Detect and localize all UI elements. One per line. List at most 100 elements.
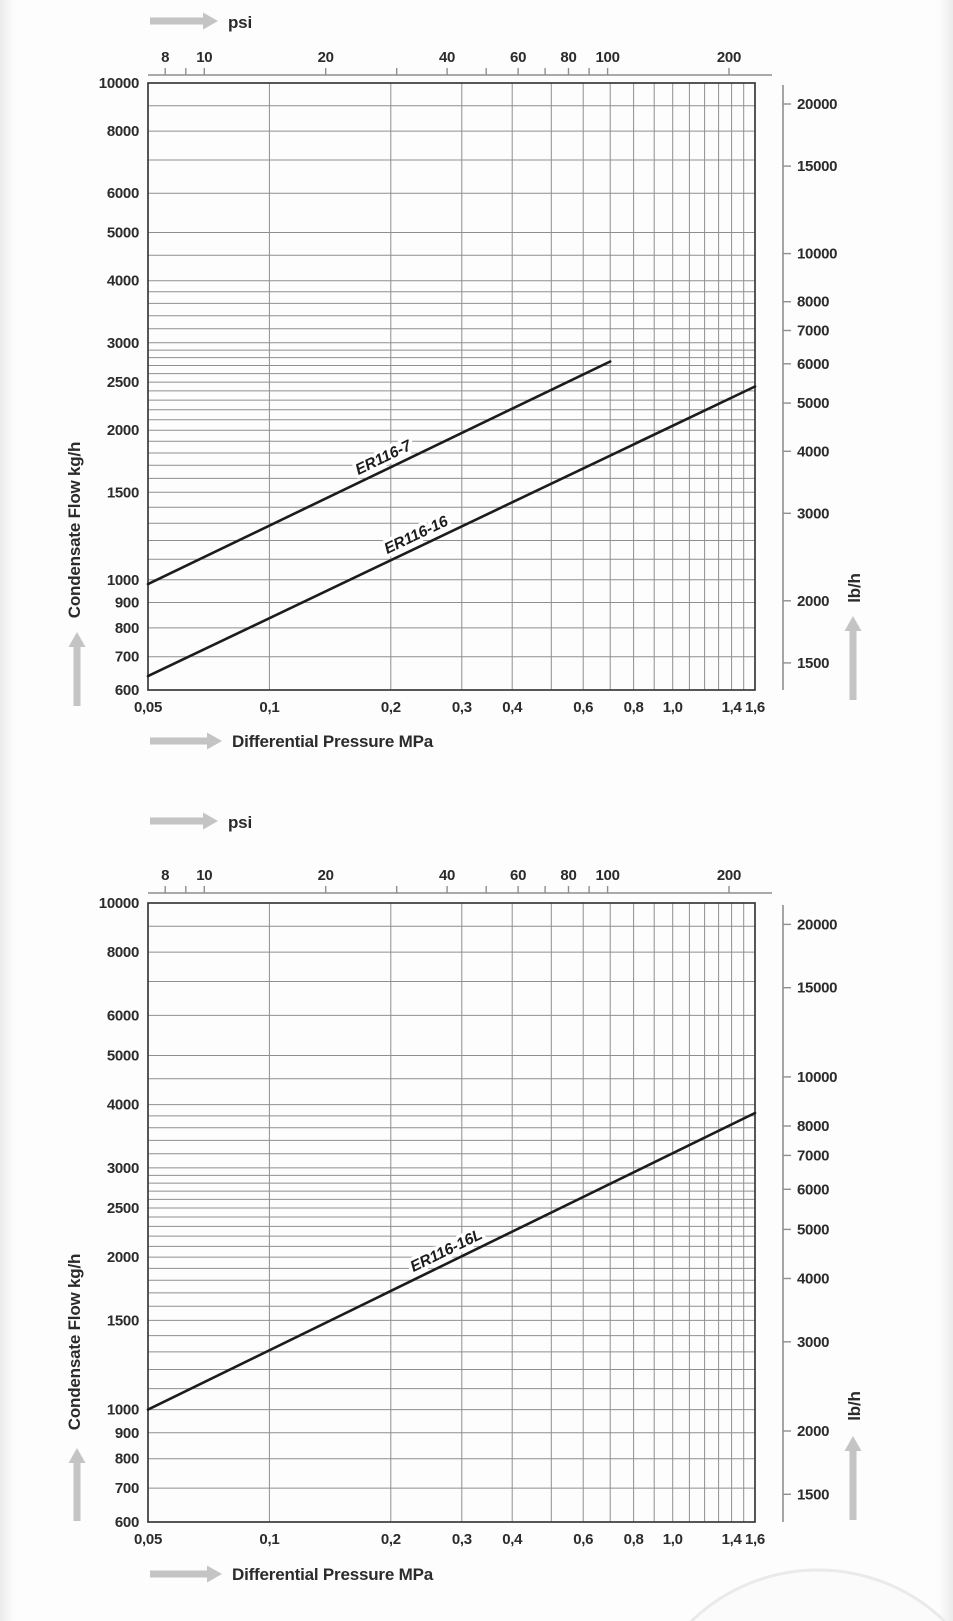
lbh-tick-label: 2000 — [797, 1423, 829, 1440]
kgh-tick-label: 2500 — [107, 1200, 139, 1217]
lbh-axis: 20000 15000 10000 8000 7000 6000 5000 4000 3000 2… — [782, 85, 838, 690]
mpa-axis-labels: 0,05 0,1 0,2 0,3 0,4 0,6 0,8 1,0 1,4 1,6 — [134, 699, 765, 716]
psi-tick-label: 60 — [510, 49, 526, 66]
kgh-tick-label: 1000 — [107, 1402, 139, 1419]
lbh-tick-label: 6000 — [797, 356, 829, 373]
lbh-tick-label: 3000 — [797, 505, 829, 522]
kgh-tick-label: 2500 — [107, 374, 139, 391]
kgh-tick-label: 2000 — [107, 422, 139, 439]
lbh-tick-label: 10000 — [797, 246, 837, 263]
psi-arrow-icon — [150, 812, 218, 830]
kgh-tick-label: 700 — [115, 1480, 139, 1497]
log-grid — [147, 902, 756, 1523]
mpa-tick-label: 1,0 — [663, 699, 683, 716]
mpa-tick-label: 0,1 — [259, 1531, 279, 1548]
psi-tick-label: 40 — [439, 49, 455, 66]
lbh-tick-label: 15000 — [797, 980, 837, 997]
mpa-tick-label: 0,8 — [624, 1531, 644, 1548]
mpa-tick-label: 1,4 — [722, 699, 743, 716]
psi-tick-label: 40 — [439, 867, 455, 884]
psi-tick-label: 200 — [717, 867, 741, 884]
kgh-tick-label: 600 — [115, 682, 139, 699]
lbh-tick-label: 15000 — [797, 158, 837, 175]
psi-tick-label: 10 — [196, 49, 212, 66]
series-ER116-7: ER116-7 — [146, 360, 612, 586]
lbh-axis-title: lb/h — [845, 1391, 864, 1420]
lbh-axis: 20000 15000 10000 8000 7000 6000 5000 4000 3000 2… — [782, 905, 838, 1522]
kgh-tick-label: 8000 — [107, 944, 139, 961]
mpa-tick-label: 1,4 — [722, 1531, 743, 1548]
lbh-tick-label: 7000 — [797, 1147, 829, 1164]
series-ER116-16L: ER116-16L — [146, 1111, 757, 1411]
lbh-tick-label: 1500 — [797, 1486, 829, 1503]
kgh-tick-label: 800 — [115, 1451, 139, 1468]
psi-axis: 8 10 20 40 60 80 100 200 — [148, 867, 772, 894]
mpa-tick-label: 0,4 — [502, 1531, 523, 1548]
pressure-arrow-icon — [150, 732, 222, 750]
mpa-axis-labels: 0,05 0,1 0,2 0,3 0,4 0,6 0,8 1,0 1,4 1,6 — [134, 1531, 765, 1548]
psi-tick-label: 8 — [161, 867, 169, 884]
kgh-tick-label: 800 — [115, 620, 139, 637]
psi-axis: 8 10 20 40 60 80 100 200 — [148, 49, 772, 76]
lbh-tick-label: 20000 — [797, 96, 837, 113]
psi-tick-label: 10 — [196, 867, 212, 884]
psi-tick-label: 20 — [318, 49, 334, 66]
pressure-arrow-icon — [150, 1565, 222, 1583]
watermark-circle — [689, 1568, 947, 1621]
mpa-tick-label: 1,6 — [745, 699, 765, 716]
kgh-tick-label: 3000 — [107, 1160, 139, 1177]
psi-tick-label: 20 — [318, 867, 334, 884]
psi-axis-title: psi — [228, 13, 252, 32]
kgh-tick-label: 8000 — [107, 123, 139, 140]
lbh-tick-label: 1500 — [797, 655, 829, 672]
kgh-tick-label: 900 — [115, 1425, 139, 1442]
kgh-tick-label: 1500 — [107, 484, 139, 501]
psi-tick-label: 8 — [161, 49, 169, 66]
x-axis-title: Differential Pressure MPa — [232, 1565, 434, 1584]
mpa-tick-label: 0,1 — [259, 699, 279, 716]
mpa-tick-label: 0,3 — [452, 1531, 472, 1548]
kgh-tick-label: 10000 — [99, 895, 139, 912]
lbh-arrow-icon — [844, 616, 862, 700]
kgh-tick-label: 6000 — [107, 185, 139, 202]
lbh-arrow-icon — [844, 1436, 862, 1520]
mpa-tick-label: 0,6 — [573, 699, 593, 716]
mpa-tick-label: 1,0 — [663, 1531, 683, 1548]
y-axis-title: Condensate Flow kg/h — [65, 442, 84, 618]
flow-arrow-icon — [68, 632, 86, 706]
lbh-tick-label: 6000 — [797, 1181, 829, 1198]
kgh-tick-label: 2000 — [107, 1249, 139, 1266]
lbh-tick-label: 2000 — [797, 593, 829, 610]
mpa-tick-label: 0,05 — [134, 699, 162, 716]
kgh-axis-labels: 10000 8000 6000 5000 4000 3000 2500 2000 1500 100… — [99, 75, 140, 699]
lbh-tick-label: 4000 — [797, 1271, 829, 1288]
mpa-tick-label: 0,4 — [502, 699, 523, 716]
lbh-tick-label: 10000 — [797, 1069, 837, 1086]
lbh-tick-label: 8000 — [797, 294, 829, 311]
mpa-tick-label: 0,6 — [573, 1531, 593, 1548]
kgh-tick-label: 5000 — [107, 225, 139, 242]
kgh-tick-label: 5000 — [107, 1048, 139, 1065]
plot-border — [147, 82, 756, 691]
y-axis-title: Condensate Flow kg/h — [65, 1254, 84, 1430]
psi-axis-title: psi — [228, 813, 252, 832]
log-grid — [147, 82, 756, 691]
series-line — [146, 1111, 757, 1411]
kgh-tick-label: 1500 — [107, 1312, 139, 1329]
psi-tick-label: 100 — [595, 49, 619, 66]
psi-tick-label: 60 — [510, 867, 526, 884]
flow-capacity-chart-1: 1000080006000500040003000250020001500100… — [65, 12, 864, 751]
kgh-tick-label: 10000 — [99, 75, 139, 92]
kgh-tick-label: 4000 — [107, 273, 139, 290]
kgh-tick-label: 1000 — [107, 572, 139, 589]
series-line — [146, 360, 612, 586]
mpa-tick-label: 0,05 — [134, 1531, 162, 1548]
psi-tick-label: 80 — [560, 49, 576, 66]
mpa-tick-label: 0,3 — [452, 699, 472, 716]
kgh-axis-labels: 10000 8000 6000 5000 4000 3000 2500 2000 1500 100… — [99, 895, 140, 1531]
plot-border — [147, 902, 756, 1523]
series-name-label: ER116-7 — [353, 437, 416, 479]
mpa-tick-label: 0,2 — [381, 1531, 401, 1548]
lbh-tick-label: 3000 — [797, 1334, 829, 1351]
